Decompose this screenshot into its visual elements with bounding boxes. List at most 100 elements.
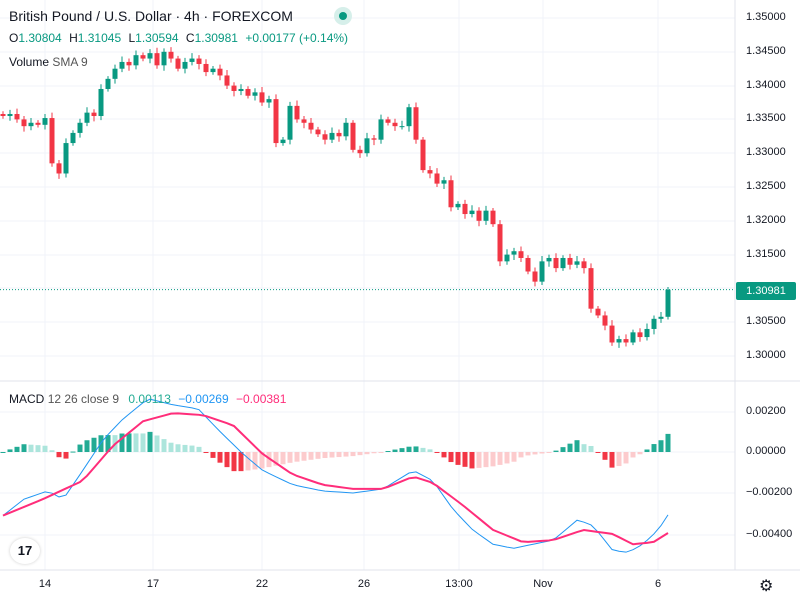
macd-histogram-bar [84,440,90,452]
macd-histogram-bar [427,449,433,452]
macd-histogram-bar [392,449,398,452]
candle-body [378,119,384,140]
candle-body [259,92,265,103]
price-axis-label: 1.30000 [746,349,786,361]
candle-body [140,55,146,59]
macd-histogram-bar [189,445,195,452]
macd-histogram-bar [651,444,657,452]
candle-body [455,203,461,208]
candle-body [119,61,125,69]
candle-body [483,210,489,221]
macd-histogram-bar [42,445,48,452]
candle-body [182,61,188,69]
candle-body [490,210,496,225]
macd-histogram-bar [490,452,496,467]
candle-body [413,107,419,140]
macd-histogram-bar [70,451,76,453]
volume-label: Volume [9,55,50,69]
gear-icon[interactable]: ⚙ [759,578,774,595]
candle-body [126,61,132,66]
macd-histogram-bar [154,435,160,452]
macd-axis-label: −0.00400 [746,528,793,540]
candle-body [392,122,398,127]
candle-body [469,210,475,215]
macd-legend[interactable]: MACD 12 26 close 9 0.00113 −0.00269 −0.0… [9,392,286,406]
macd-histogram-bar [399,448,405,452]
macd-histogram-bar [252,452,258,470]
candle-body [518,251,524,258]
candle-body [588,268,594,309]
macd-histogram-bar [301,452,307,461]
macd-histogram-bar [7,449,13,452]
macd-histogram-bar [0,452,6,453]
candle-body [280,139,286,144]
candle-body [91,112,97,117]
tradingview-logo[interactable]: 17 [10,538,40,564]
macd-histogram-bar [364,452,370,455]
candle-body [63,143,69,174]
candle-body [658,316,664,319]
symbol-title[interactable]: British Pound / U.S. Dollar · 4h · FOREX… [9,8,293,24]
macd-histogram-bar [21,444,27,452]
candle-body [217,68,223,76]
current-price-tag: 1.30981 [736,282,796,300]
price-axis-label: 1.34000 [746,79,786,91]
candle-body [98,88,104,117]
candle-body [0,113,6,117]
macd-histogram-bar [217,452,223,463]
macd-histogram-bar [147,431,153,452]
macd-histogram-bar [133,433,139,452]
macd-histogram-bar [665,433,671,452]
macd-histogram-bar [161,439,167,452]
macd-histogram-bar [385,450,391,452]
macd-axis-label: 0.00200 [746,405,786,417]
macd-histogram-bar [588,445,594,452]
macd-histogram-bar [406,446,412,452]
candle-body [287,105,293,140]
candle-body [511,251,517,255]
macd-histogram-bar [504,452,510,464]
macd-histogram-bar [448,452,454,463]
change-value: +0.00177 (+0.14%) [245,31,349,45]
candle-body [56,163,62,174]
price-axis-label: 1.33000 [746,146,786,158]
candle-body [231,85,237,92]
candle-body [147,53,153,59]
macd-histogram-bar [77,444,83,452]
macd-histogram-bar [315,452,321,459]
macd-histogram-bar [28,444,34,452]
candle-body [196,58,202,64]
macd-histogram-bar [350,452,356,457]
macd-histogram-bar [483,452,489,468]
signal-line [2,412,669,546]
macd-histogram-bar [371,452,377,454]
candle-body [371,138,377,140]
candle-body [595,308,601,316]
macd-histogram-bar [462,452,468,467]
candle-body [7,113,13,117]
volume-legend[interactable]: Volume SMA 9 [9,55,88,69]
candle-body [273,99,279,144]
high-value: 1.31045 [77,31,122,45]
macd-axis-label: 0.00000 [746,445,786,457]
macd-histogram-bar [574,440,580,452]
macd-histogram-bar [294,452,300,462]
candle-body [504,254,510,262]
candle-body [476,210,482,221]
candle-body [399,126,405,128]
candle-body [630,332,636,343]
candle-body [84,112,90,123]
macd-histogram-bar [644,449,650,452]
macd-histogram-bar [434,452,440,453]
macd-histogram-bar [623,452,629,464]
macd-histogram-bar [637,452,643,455]
price-axis-label: 1.35000 [746,11,786,23]
candle-body [161,51,167,66]
close-label: C [185,31,195,45]
time-axis-label: 14 [38,578,52,590]
macd-histogram-bar [49,450,55,452]
macd-histogram-bar [210,452,216,458]
macd-histogram-bar [329,452,335,458]
macd-histogram-bar [658,440,664,452]
